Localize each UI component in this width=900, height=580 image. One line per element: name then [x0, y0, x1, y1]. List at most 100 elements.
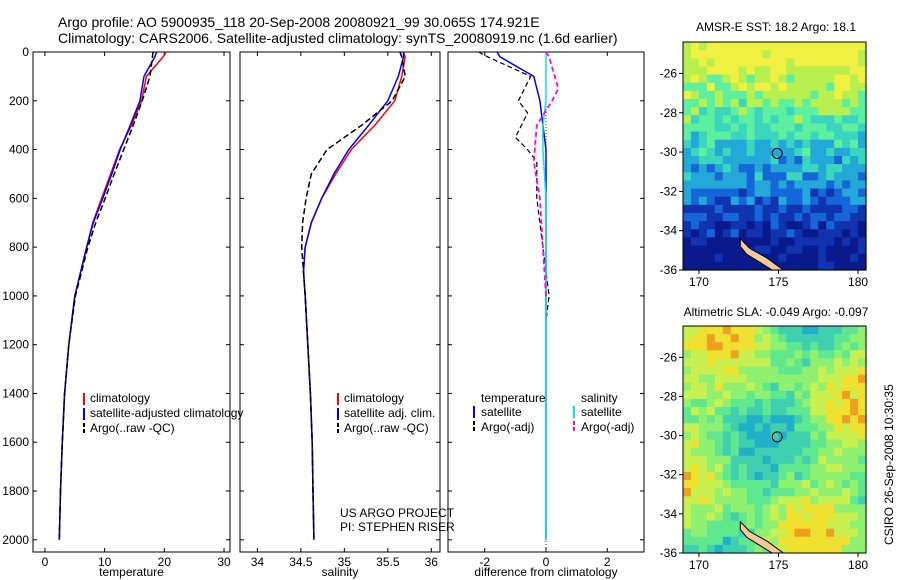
heatmap-cell — [778, 390, 788, 400]
heatmap-cell — [802, 471, 811, 481]
heatmap-cell — [794, 390, 803, 400]
heatmap-cell — [746, 463, 756, 473]
heatmap-cell — [826, 536, 835, 546]
heatmap-cell — [818, 358, 827, 368]
temperature-panel: 0 10 20 30 temperature 0 200 400 600 800 1000 1200 1… — [2, 45, 231, 579]
heatmap-cell — [690, 99, 700, 108]
heatmap-cell — [706, 74, 716, 84]
heatmap-cell — [810, 204, 819, 214]
x-tick-label: 175 — [768, 558, 788, 572]
heatmap-cell — [858, 382, 867, 392]
heatmap-cell — [826, 366, 835, 376]
heatmap-cell — [858, 366, 867, 376]
credit-line2: PI: STEPHEN RISER — [340, 520, 455, 534]
heatmap-cell — [722, 366, 732, 376]
heatmap-cell — [770, 342, 780, 351]
heatmap-cell — [794, 496, 803, 505]
heatmap-cell — [762, 204, 772, 214]
heatmap-cell — [746, 237, 756, 247]
heatmap-cell — [834, 213, 843, 222]
heatmap-cell — [714, 342, 724, 351]
heatmap-cell — [730, 58, 740, 68]
heatmap-cell — [770, 50, 780, 59]
heatmap-cell — [698, 229, 708, 239]
heatmap-cell — [698, 115, 708, 125]
heatmap-cell — [722, 221, 732, 230]
heatmap-cell — [690, 398, 700, 408]
heatmap-cell — [706, 423, 716, 432]
heatmap-cell — [754, 398, 764, 408]
heatmap-cell — [850, 42, 859, 51]
heatmap-cell — [826, 342, 835, 351]
heatmap-cell — [706, 107, 716, 116]
heatmap-cell — [746, 544, 756, 554]
heatmap-cell — [810, 213, 819, 222]
heatmap-cell — [706, 261, 716, 271]
heatmap-cell — [698, 221, 708, 230]
legend-header-salinity: salinity — [581, 391, 618, 405]
heatmap-cell — [810, 237, 819, 247]
heatmap-cell — [834, 407, 843, 416]
heatmap-cell — [754, 366, 764, 376]
x-tick-label: 20 — [158, 555, 172, 569]
heatmap-cell — [826, 480, 835, 489]
argo-location-marker — [771, 431, 783, 443]
heatmap-cell — [730, 261, 740, 271]
heatmap-cell — [714, 74, 724, 84]
heatmap-cell — [778, 358, 788, 368]
heatmap-cell — [842, 415, 851, 424]
heatmap-cell — [762, 147, 772, 157]
heatmap-cell — [754, 74, 764, 84]
heatmap-cell — [826, 164, 835, 173]
heatmap-cell — [722, 188, 732, 198]
heatmap-cell — [794, 536, 803, 546]
heatmap-cell — [810, 66, 819, 76]
heatmap-cell — [858, 156, 867, 165]
heatmap-cell — [770, 455, 780, 465]
heatmap-cell — [850, 366, 859, 376]
heatmap-cell — [842, 496, 851, 505]
heatmap-cell — [698, 439, 708, 449]
heatmap-cell — [818, 398, 827, 408]
heatmap-cell — [770, 350, 780, 360]
heatmap-cell — [754, 423, 764, 432]
heatmap-cell — [802, 245, 811, 255]
heatmap-cell — [706, 455, 716, 465]
heatmap-cell — [842, 74, 851, 84]
heatmap-cell — [842, 407, 851, 416]
heatmap-cell — [834, 90, 843, 100]
heatmap-cell — [714, 164, 724, 173]
heatmap-cell — [698, 374, 708, 384]
y-tick-label: 600 — [9, 191, 29, 205]
heatmap-cell — [683, 74, 692, 84]
heatmap-cell — [714, 463, 724, 473]
heatmap-cell — [698, 50, 708, 59]
y-tick-label: -32 — [660, 468, 678, 482]
heatmap-cell — [722, 66, 732, 76]
legend-label-climatology: climatology — [90, 391, 150, 405]
heatmap-cell — [842, 58, 851, 68]
heatmap-cell — [842, 342, 851, 351]
heatmap-cell — [730, 447, 740, 457]
heatmap-cell — [794, 82, 803, 92]
heatmap-cell — [762, 488, 772, 497]
heatmap-cell — [762, 350, 772, 360]
heatmap-cell — [698, 196, 708, 206]
heatmap-cell — [683, 99, 692, 108]
heatmap-cell — [842, 366, 851, 376]
heatmap-cell — [722, 123, 732, 133]
heatmap-cell — [858, 204, 867, 214]
heatmap-cell — [826, 99, 835, 108]
y-tick-label: 1400 — [2, 386, 29, 400]
heatmap-cell — [683, 107, 692, 116]
heatmap-cell — [714, 245, 724, 255]
heatmap-cell — [683, 156, 692, 165]
heatmap-cell — [738, 382, 748, 392]
heatmap-cell — [802, 180, 811, 190]
legend-header-temperature: temperature — [481, 391, 546, 405]
heatmap-cell — [683, 172, 692, 182]
heatmap-cell — [842, 253, 851, 263]
heatmap-cell — [858, 544, 867, 554]
heatmap-cell — [770, 237, 780, 247]
heatmap-cell — [706, 471, 716, 481]
